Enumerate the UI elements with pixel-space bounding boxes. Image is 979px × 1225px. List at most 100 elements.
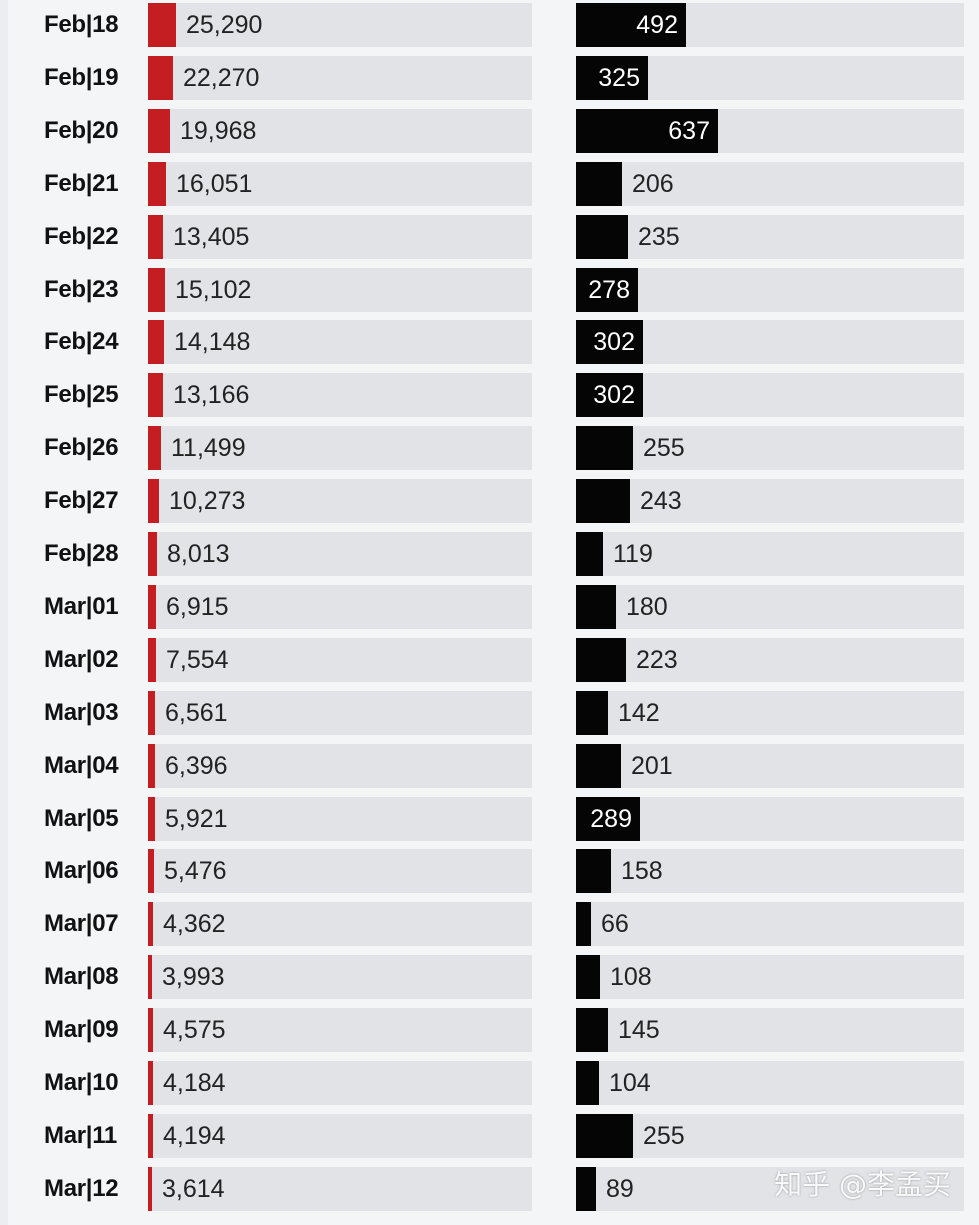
bar-red bbox=[148, 797, 155, 841]
data-label-red: 6,396 bbox=[165, 744, 228, 788]
data-label-black: 255 bbox=[643, 1114, 685, 1158]
bar-black bbox=[576, 1008, 608, 1052]
bar-track-left: 6,561 bbox=[148, 691, 532, 735]
data-label-black: 108 bbox=[610, 955, 652, 999]
bar-black bbox=[576, 955, 600, 999]
data-label-red: 5,476 bbox=[164, 849, 227, 893]
bar-black bbox=[576, 532, 603, 576]
bar-track-left: 22,270 bbox=[148, 56, 532, 100]
data-label-black: 492 bbox=[576, 3, 678, 47]
category-label: Mar|10 bbox=[44, 1061, 118, 1105]
bar-track-right: 180 bbox=[576, 585, 964, 629]
bar-track-right: 66 bbox=[576, 902, 964, 946]
chart-row: Mar|08 3,993 108 bbox=[8, 955, 979, 999]
chart-row: Mar|03 6,561 142 bbox=[8, 691, 979, 735]
data-label-black: 201 bbox=[631, 744, 673, 788]
bar-track-left: 5,921 bbox=[148, 797, 532, 841]
bar-black bbox=[576, 1167, 596, 1211]
category-label: Feb|24 bbox=[44, 320, 118, 364]
data-label-red: 6,915 bbox=[166, 585, 229, 629]
bar-track-right: 201 bbox=[576, 744, 964, 788]
bar-red bbox=[148, 215, 163, 259]
bar-track-left: 3,614 bbox=[148, 1167, 532, 1211]
chart-row: Mar|07 4,362 66 bbox=[8, 902, 979, 946]
bar-red bbox=[148, 109, 170, 153]
category-label: Mar|01 bbox=[44, 585, 118, 629]
data-label-black: 145 bbox=[618, 1008, 660, 1052]
bar-track-right: 289 bbox=[576, 797, 964, 841]
data-label-red: 11,499 bbox=[171, 426, 246, 470]
bar-track-left: 14,148 bbox=[148, 320, 532, 364]
bar-track-right: 302 bbox=[576, 320, 964, 364]
bar-black bbox=[576, 162, 622, 206]
category-label: Mar|06 bbox=[44, 849, 118, 893]
bar-track-left: 3,993 bbox=[148, 955, 532, 999]
bar-red bbox=[148, 162, 166, 206]
bar-track-left: 13,166 bbox=[148, 373, 532, 417]
bar-black bbox=[576, 902, 591, 946]
data-label-black: 206 bbox=[632, 162, 674, 206]
bar-track-right: 302 bbox=[576, 373, 964, 417]
bar-black bbox=[576, 691, 608, 735]
data-label-black: 302 bbox=[576, 320, 635, 364]
chart-row: Feb|18 25,290 492 bbox=[8, 3, 979, 47]
data-label-red: 7,554 bbox=[166, 638, 229, 682]
bar-track-right: 255 bbox=[576, 1114, 964, 1158]
category-label: Mar|07 bbox=[44, 902, 118, 946]
data-label-red: 4,362 bbox=[163, 902, 226, 946]
bar-red bbox=[148, 426, 161, 470]
chart-row: Mar|05 5,921 289 bbox=[8, 797, 979, 841]
bar-track-left: 7,554 bbox=[148, 638, 532, 682]
data-label-black: 223 bbox=[636, 638, 678, 682]
bar-black bbox=[576, 479, 630, 523]
bar-red bbox=[148, 902, 153, 946]
bar-black bbox=[576, 849, 611, 893]
bar-black bbox=[576, 744, 621, 788]
bar-black bbox=[576, 585, 616, 629]
bar-track-left: 13,405 bbox=[148, 215, 532, 259]
category-label: Mar|09 bbox=[44, 1008, 118, 1052]
data-label-red: 25,290 bbox=[186, 3, 262, 47]
bar-black bbox=[576, 638, 626, 682]
category-label: Mar|05 bbox=[44, 797, 118, 841]
chart-row: Mar|06 5,476 158 bbox=[8, 849, 979, 893]
data-label-red: 4,194 bbox=[163, 1114, 226, 1158]
bar-track-left: 10,273 bbox=[148, 479, 532, 523]
data-label-red: 13,405 bbox=[173, 215, 249, 259]
data-label-red: 13,166 bbox=[173, 373, 249, 417]
data-label-black: 235 bbox=[638, 215, 680, 259]
bar-red bbox=[148, 268, 165, 312]
data-label-red: 19,968 bbox=[180, 109, 256, 153]
data-label-red: 16,051 bbox=[176, 162, 252, 206]
bar-red bbox=[148, 849, 154, 893]
chart-row: Mar|01 6,915 180 bbox=[8, 585, 979, 629]
bar-red bbox=[148, 1114, 153, 1158]
bar-track-left: 8,013 bbox=[148, 532, 532, 576]
data-label-red: 8,013 bbox=[167, 532, 230, 576]
chart-row: Mar|04 6,396 201 bbox=[8, 744, 979, 788]
dual-bar-chart: Feb|18 25,290 492 Feb|19 22,270 325 Feb|20 19,9… bbox=[8, 0, 979, 1225]
bar-track-right: 325 bbox=[576, 56, 964, 100]
bar-track-left: 4,184 bbox=[148, 1061, 532, 1105]
bar-red bbox=[148, 479, 159, 523]
chart-row: Feb|25 13,166 302 bbox=[8, 373, 979, 417]
bar-track-right: 278 bbox=[576, 268, 964, 312]
data-label-red: 14,148 bbox=[174, 320, 250, 364]
bar-red bbox=[148, 638, 156, 682]
category-label: Mar|04 bbox=[44, 744, 118, 788]
category-label: Feb|22 bbox=[44, 215, 118, 259]
bar-track-right: 492 bbox=[576, 3, 964, 47]
bar-track-right: 142 bbox=[576, 691, 964, 735]
data-label-red: 3,614 bbox=[162, 1167, 225, 1211]
bar-red bbox=[148, 320, 164, 364]
data-label-black: 325 bbox=[576, 56, 640, 100]
bar-black bbox=[576, 215, 628, 259]
bar-track-right: 223 bbox=[576, 638, 964, 682]
bar-red bbox=[148, 1167, 152, 1211]
chart-row: Mar|11 4,194 255 bbox=[8, 1114, 979, 1158]
data-label-red: 15,102 bbox=[175, 268, 251, 312]
data-label-black: 255 bbox=[643, 426, 685, 470]
bar-red bbox=[148, 1008, 153, 1052]
bar-track-right: 104 bbox=[576, 1061, 964, 1105]
bar-track-left: 6,396 bbox=[148, 744, 532, 788]
